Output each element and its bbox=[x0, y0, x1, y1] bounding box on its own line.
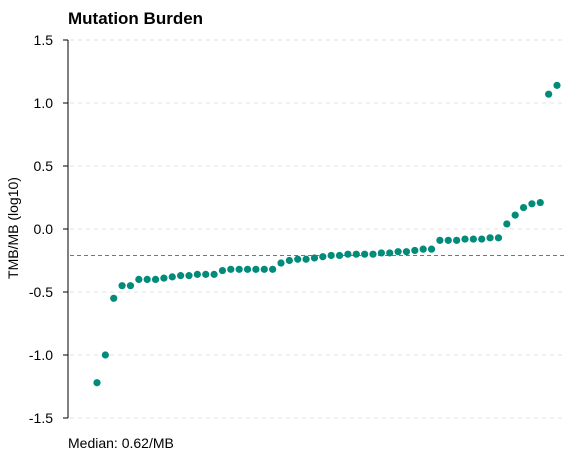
data-point bbox=[110, 294, 118, 302]
data-point bbox=[402, 248, 411, 256]
data-point bbox=[218, 266, 227, 275]
y-tick-label: 1.5 bbox=[34, 32, 54, 48]
data-point bbox=[143, 275, 151, 283]
data-point bbox=[310, 254, 319, 262]
median-caption: Median: 0.62/MB bbox=[68, 435, 174, 451]
data-point bbox=[369, 250, 377, 258]
data-point bbox=[160, 274, 168, 282]
data-point bbox=[319, 253, 327, 261]
data-point bbox=[93, 379, 101, 387]
data-points bbox=[93, 81, 561, 387]
data-point bbox=[377, 249, 385, 257]
chart-title: Mutation Burden bbox=[68, 9, 203, 28]
data-point bbox=[511, 211, 519, 219]
data-point bbox=[285, 256, 293, 265]
data-point bbox=[260, 265, 268, 273]
data-point bbox=[444, 236, 452, 244]
data-point bbox=[427, 245, 436, 253]
data-point bbox=[327, 251, 335, 260]
grid-lines bbox=[70, 39, 566, 419]
y-tick-label: -0.5 bbox=[29, 284, 53, 300]
data-point bbox=[411, 246, 419, 255]
data-point bbox=[202, 270, 210, 278]
y-tick-label: 0.0 bbox=[34, 221, 54, 237]
data-point bbox=[243, 265, 252, 273]
data-point bbox=[210, 270, 218, 278]
data-point bbox=[269, 265, 277, 273]
data-point bbox=[235, 265, 243, 273]
data-point bbox=[519, 203, 528, 212]
data-point bbox=[352, 250, 360, 258]
data-point bbox=[151, 275, 160, 283]
data-point bbox=[386, 249, 394, 257]
data-point bbox=[494, 234, 503, 242]
y-tick-label: 1.0 bbox=[34, 95, 54, 111]
y-axis-title: TMB/MB (log10) bbox=[5, 177, 21, 279]
data-point bbox=[126, 282, 135, 290]
data-point bbox=[193, 270, 201, 278]
data-point bbox=[168, 273, 176, 281]
data-point bbox=[545, 90, 553, 98]
data-point bbox=[227, 265, 235, 273]
data-point bbox=[335, 251, 344, 260]
data-point bbox=[419, 245, 427, 253]
data-point bbox=[135, 275, 143, 283]
data-point bbox=[302, 255, 310, 263]
data-point bbox=[277, 259, 285, 267]
data-point bbox=[528, 200, 536, 208]
data-point bbox=[394, 248, 402, 256]
y-tick-label: -1.5 bbox=[29, 410, 53, 426]
data-point bbox=[294, 255, 302, 263]
data-point bbox=[536, 198, 544, 207]
data-point bbox=[453, 236, 461, 244]
data-point bbox=[361, 250, 369, 258]
data-point bbox=[118, 282, 126, 290]
data-point bbox=[252, 265, 260, 273]
data-point bbox=[469, 235, 477, 243]
data-point bbox=[553, 81, 561, 89]
data-point bbox=[185, 272, 193, 280]
data-point bbox=[177, 272, 185, 280]
y-tick-label: 0.5 bbox=[34, 158, 54, 174]
data-point bbox=[503, 220, 511, 228]
data-point bbox=[478, 235, 486, 243]
y-axis-ticks: 1.5 1.0 0.5 0.0 -0.5 -1.0 -1.5 bbox=[29, 32, 68, 426]
data-point bbox=[461, 235, 469, 243]
data-point bbox=[344, 250, 352, 258]
y-tick-label: -1.0 bbox=[29, 347, 53, 363]
data-point bbox=[436, 236, 444, 244]
data-point bbox=[101, 351, 109, 359]
data-point bbox=[486, 234, 494, 242]
